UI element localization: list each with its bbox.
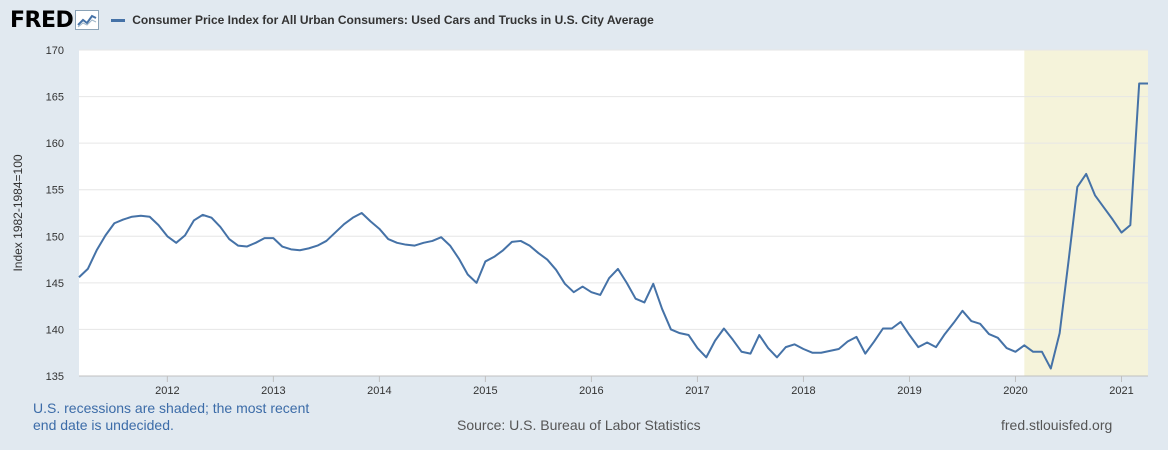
series-line-0 xyxy=(78,82,1148,370)
recession-note-line2: end date is undecided. xyxy=(33,417,174,433)
line-chart: 135 140 145 150 155 160 165 170 2012 2013 2014 2015… xyxy=(11,45,1148,397)
x-tick-label: 2017 xyxy=(685,385,709,397)
fred-url-link[interactable]: fred.stlouisfed.org xyxy=(1001,417,1113,433)
recession-shade-0 xyxy=(1024,50,1148,376)
recession-note: U.S. recessions are shaded; the most rec… xyxy=(33,400,333,434)
x-tick-label: 2012 xyxy=(155,385,179,397)
legend-series-swatch xyxy=(111,18,126,22)
fred-logo-text: FRED xyxy=(10,7,74,33)
y-tick-label: 135 xyxy=(46,371,64,383)
plot-area xyxy=(79,50,1148,376)
y-tick-label: 165 xyxy=(46,92,64,104)
x-tick-label: 2016 xyxy=(579,385,603,397)
chart-legend: Consumer Price Index for All Urban Consu… xyxy=(111,13,654,27)
x-tick-label: 2013 xyxy=(261,385,285,397)
y-tick-label: 155 xyxy=(46,185,64,197)
x-tick-label: 2019 xyxy=(897,385,921,397)
y-axis-label: Index 1982-1984=100 xyxy=(11,154,25,271)
chart-header: FRED Consumer Price Index for All Urban … xyxy=(10,6,654,34)
source-credit: Source: U.S. Bureau of Labor Statistics xyxy=(457,417,701,433)
recession-note-line1: U.S. recessions are shaded; the most rec… xyxy=(33,400,310,416)
legend-series-label: Consumer Price Index for All Urban Consu… xyxy=(132,13,654,27)
y-tick-label: 150 xyxy=(46,231,64,243)
fred-logo[interactable]: FRED xyxy=(10,7,100,33)
y-tick-label: 170 xyxy=(46,45,64,57)
x-tick-label: 2014 xyxy=(367,385,391,397)
y-tick-label: 145 xyxy=(46,278,64,290)
x-tick-label: 2020 xyxy=(1003,385,1027,397)
x-tick-label: 2018 xyxy=(791,385,815,397)
y-tick-label: 160 xyxy=(46,138,64,150)
trend-graph-icon xyxy=(75,10,100,30)
y-tick-label: 140 xyxy=(46,324,64,336)
x-tick-label: 2015 xyxy=(473,385,497,397)
x-tick-label: 2021 xyxy=(1109,385,1133,397)
